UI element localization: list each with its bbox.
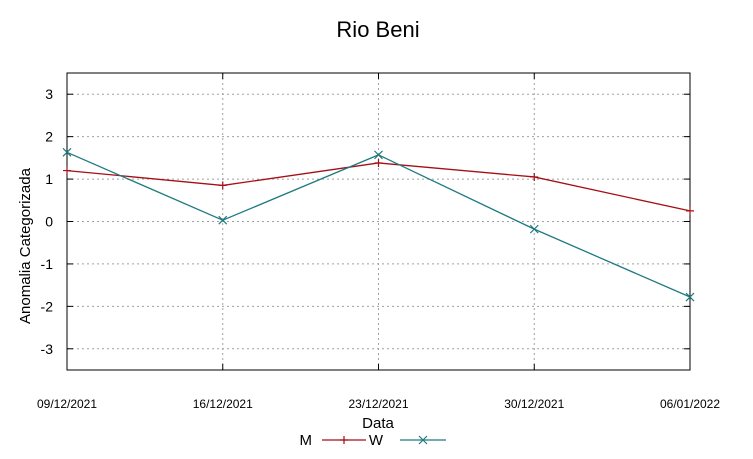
legend-label-M: M xyxy=(300,432,313,449)
data-point-W xyxy=(529,224,539,234)
data-point-W xyxy=(62,147,72,157)
data-point-M xyxy=(63,166,71,175)
grid-lines xyxy=(67,73,690,370)
y-axis-label: Anomalia Categorizada xyxy=(17,167,34,324)
x-tick-label: 30/12/2021 xyxy=(504,397,564,411)
x-tick-label: 09/12/2021 xyxy=(37,397,97,411)
data-point-M xyxy=(686,206,694,215)
data-point-W xyxy=(374,150,383,160)
legend-marker-W xyxy=(418,435,428,445)
y-tick-label: 3 xyxy=(45,86,53,102)
legend-label-W: W xyxy=(369,432,384,449)
x-axis-label: Data xyxy=(362,415,394,432)
data-point-M xyxy=(530,172,539,181)
x-tick-label: 23/12/2021 xyxy=(348,397,408,411)
data-point-M xyxy=(374,158,383,167)
data-point-W xyxy=(685,292,695,302)
y-tick-label: 1 xyxy=(45,171,53,187)
x-axis-ticks: 09/12/2021 16/12/2021 23/12/2021 30/12/2021… xyxy=(37,73,720,411)
data-point-M xyxy=(218,181,227,190)
chart-title: Rio Beni xyxy=(336,17,419,42)
y-tick-label: -2 xyxy=(41,298,54,314)
x-tick-label: 16/12/2021 xyxy=(193,397,253,411)
series-group xyxy=(62,147,695,302)
y-tick-label: -3 xyxy=(41,341,54,357)
y-tick-label: 2 xyxy=(45,129,53,145)
y-tick-label: -1 xyxy=(41,256,54,272)
y-axis-ticks: -3 -2 -1 0 1 2 3 xyxy=(41,86,690,357)
y-tick-label: 0 xyxy=(45,214,53,230)
data-point-W xyxy=(218,215,228,225)
x-tick-label: 06/01/2022 xyxy=(660,397,720,411)
legend-marker-M xyxy=(340,436,348,444)
